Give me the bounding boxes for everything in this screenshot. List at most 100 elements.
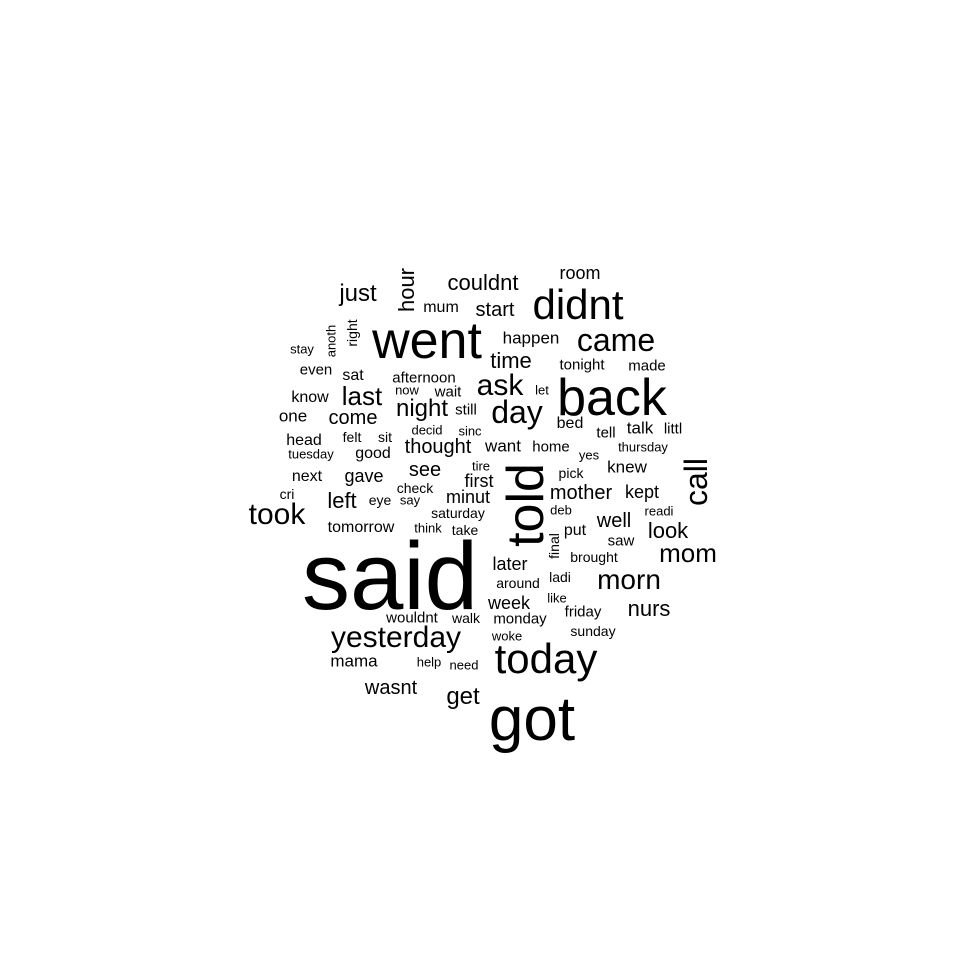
word-tell: tell: [596, 424, 616, 442]
word-let: let: [535, 382, 549, 398]
word-come: come: [328, 407, 378, 429]
word-sinc: sinc: [458, 423, 482, 439]
word-want: want: [485, 436, 521, 456]
word-brought: brought: [570, 549, 618, 565]
word-last: last: [341, 381, 383, 411]
word-littl: littl: [663, 420, 683, 438]
word-right: right: [344, 319, 360, 347]
word-today: today: [494, 635, 598, 682]
word-around: around: [496, 575, 540, 591]
word-ask: ask: [476, 369, 524, 402]
word-readi: readi: [644, 503, 674, 519]
word-one: one: [278, 406, 308, 426]
word-gave: gave: [344, 466, 384, 486]
word-cri: cri: [279, 486, 295, 502]
word-sunday: sunday: [570, 623, 616, 639]
word-got: got: [488, 685, 576, 754]
word-ladi: ladi: [549, 569, 571, 585]
word-first: first: [464, 471, 494, 491]
word-said: said: [301, 523, 479, 630]
word-like: like: [547, 590, 567, 606]
word-woke: woke: [491, 628, 523, 644]
word-anoth: anoth: [323, 324, 339, 358]
word-mama: mama: [330, 651, 378, 671]
word-couldnt: couldnt: [447, 270, 519, 295]
word-came: came: [576, 322, 656, 358]
word-wait: wait: [434, 383, 462, 401]
word-help: help: [416, 654, 442, 670]
word-afternoon: afternoon: [392, 369, 456, 387]
word-sit: sit: [378, 429, 392, 445]
word-tuesday: tuesday: [288, 446, 334, 462]
word-final: final: [546, 533, 562, 559]
word-happen: happen: [502, 328, 560, 348]
word-yes: yes: [578, 447, 600, 463]
word-felt: felt: [342, 429, 362, 445]
word-sat: sat: [342, 367, 364, 384]
word-thought: thought: [404, 436, 472, 458]
word-stay: stay: [290, 341, 314, 357]
word-morn: morn: [597, 564, 661, 595]
word-minut: minut: [445, 487, 491, 507]
word-thursday: thursday: [618, 439, 668, 455]
word-took: took: [248, 498, 306, 531]
word-day: day: [491, 394, 543, 430]
word-talk: talk: [626, 418, 654, 438]
word-tonight: tonight: [559, 356, 605, 374]
word-later: later: [492, 554, 528, 574]
word-call: call: [678, 457, 714, 507]
word-back: back: [557, 369, 667, 427]
word-left: left: [327, 488, 357, 513]
word-saturday: saturday: [431, 505, 485, 521]
word-knew: knew: [607, 457, 647, 477]
word-friday: friday: [564, 603, 602, 621]
word-hour: hour: [394, 267, 419, 313]
word-saw: saw: [607, 532, 635, 550]
word-time: time: [490, 348, 532, 373]
word-next: next: [291, 468, 323, 485]
word-wouldnt: wouldnt: [386, 609, 438, 627]
word-mum: mum: [423, 299, 459, 316]
word-made: made: [628, 357, 666, 375]
word-even: even: [299, 361, 333, 379]
word-head: head: [286, 432, 322, 449]
word-told: told: [497, 463, 555, 547]
word-mother: mother: [549, 482, 613, 504]
word-say: say: [399, 492, 421, 508]
word-know: know: [291, 389, 329, 406]
word-just: just: [339, 280, 377, 307]
word-eye: eye: [368, 492, 392, 508]
word-room: room: [559, 263, 601, 283]
word-pick: pick: [558, 465, 584, 481]
word-nurs: nurs: [627, 596, 671, 621]
word-good: good: [355, 445, 391, 462]
word-put: put: [563, 522, 587, 539]
word-take: take: [451, 522, 479, 538]
word-kept: kept: [624, 482, 660, 502]
word-night: night: [395, 395, 449, 422]
word-home: home: [532, 438, 570, 456]
word-see: see: [408, 459, 442, 481]
word-well: well: [596, 510, 632, 532]
word-get: get: [446, 683, 480, 710]
word-start: start: [475, 299, 515, 321]
word-still: still: [455, 401, 477, 419]
word-mom: mom: [659, 538, 717, 568]
word-monday: monday: [493, 610, 547, 628]
word-now: now: [395, 382, 419, 398]
word-think: think: [414, 520, 442, 536]
word-tomorrow: tomorrow: [327, 519, 395, 536]
word-tire: tire: [471, 458, 491, 474]
word-need: need: [449, 657, 479, 673]
word-didnt: didnt: [532, 281, 624, 328]
word-decid: decid: [411, 422, 443, 438]
word-deb: deb: [550, 502, 572, 518]
word-went: went: [372, 312, 482, 370]
word-check: check: [396, 480, 434, 496]
word-walk: walk: [451, 610, 481, 626]
word-wasnt: wasnt: [364, 677, 418, 699]
word-yesterday: yesterday: [330, 621, 462, 654]
word-bed: bed: [556, 415, 584, 432]
word-week: week: [487, 593, 531, 613]
